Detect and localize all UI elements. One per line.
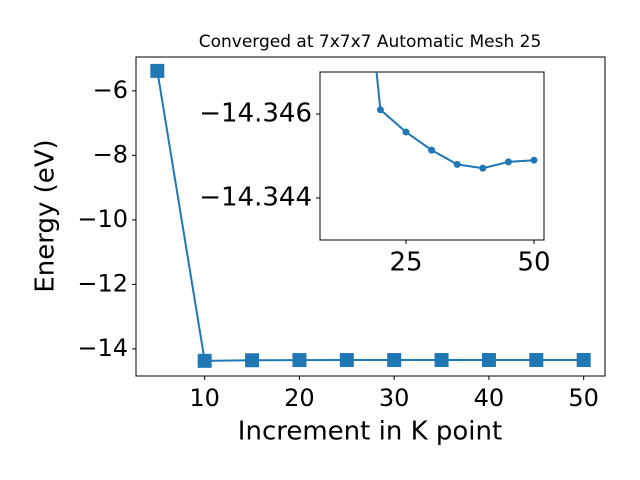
y-tick-label: −6 (93, 76, 128, 104)
marker (150, 63, 165, 78)
y-tick-label: −12 (77, 269, 128, 297)
marker (529, 353, 544, 368)
series-line (156, 70, 584, 362)
y-axis-label: Energy (eV) (31, 139, 61, 292)
y-tick-label: −14.346 (199, 99, 312, 129)
x-tick-label: 50 (517, 248, 550, 278)
x-tick-label: 20 (284, 384, 315, 412)
plot-area (319, 71, 545, 241)
marker (292, 353, 307, 368)
plot-content (375, 72, 538, 172)
marker (453, 160, 461, 168)
y-tick-label: −8 (93, 140, 128, 168)
marker (530, 156, 538, 164)
chart-title: Converged at 7x7x7 Automatic Mesh 25 (199, 32, 542, 52)
x-tick-label: 40 (474, 384, 505, 412)
marker (339, 353, 354, 368)
marker (376, 106, 384, 114)
marker (504, 158, 512, 166)
y-tick-label: −14.344 (199, 183, 312, 213)
y-tick-label: −14 (77, 334, 128, 362)
marker (481, 353, 496, 368)
x-tick-label: 30 (379, 384, 410, 412)
x-tick-label: 25 (389, 248, 422, 278)
marker (428, 146, 436, 154)
marker (402, 128, 410, 136)
marker (479, 164, 487, 172)
marker (245, 353, 260, 368)
marker (387, 353, 402, 368)
x-tick-label: 50 (568, 384, 599, 412)
y-tick-label: −10 (77, 205, 128, 233)
plot-content (150, 63, 591, 368)
x-tick-label: 10 (189, 384, 220, 412)
marker (197, 353, 212, 368)
marker (434, 353, 449, 368)
x-axis-label: Increment in K point (238, 417, 502, 447)
marker (576, 353, 591, 368)
